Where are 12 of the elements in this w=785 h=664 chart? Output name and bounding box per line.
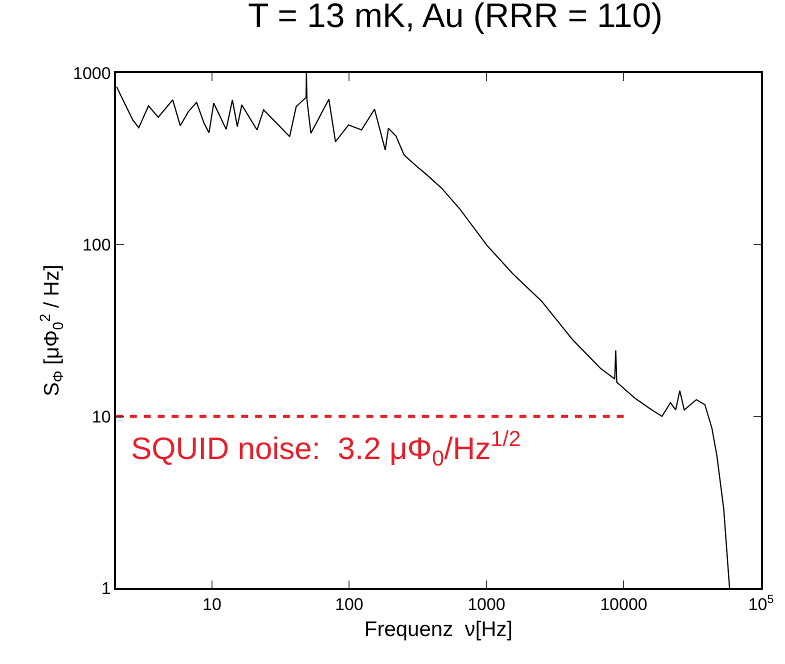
- y-tick-label: 1: [101, 578, 111, 598]
- x-tick-label: 100: [335, 595, 364, 614]
- x-tick-label: 10: [202, 595, 222, 614]
- y-tick-label: 1000: [73, 64, 111, 83]
- annotation: SQUID noise: 3.2 μΦ$_{0}$/Hz$^{1/2}$: [131, 426, 521, 471]
- x-tick-label: 10000: [600, 595, 648, 614]
- chart-title: T = 13 mK, Au (RRR = 110): [248, 0, 663, 36]
- x-tick-label: 10$^{5}$: [748, 592, 774, 614]
- x-tick-label: 1000: [468, 595, 506, 614]
- x-axis-title: Frequenz ν[Hz]: [364, 618, 513, 641]
- y-tick-label: 100: [82, 236, 111, 255]
- y-tick-label: 10: [92, 407, 111, 426]
